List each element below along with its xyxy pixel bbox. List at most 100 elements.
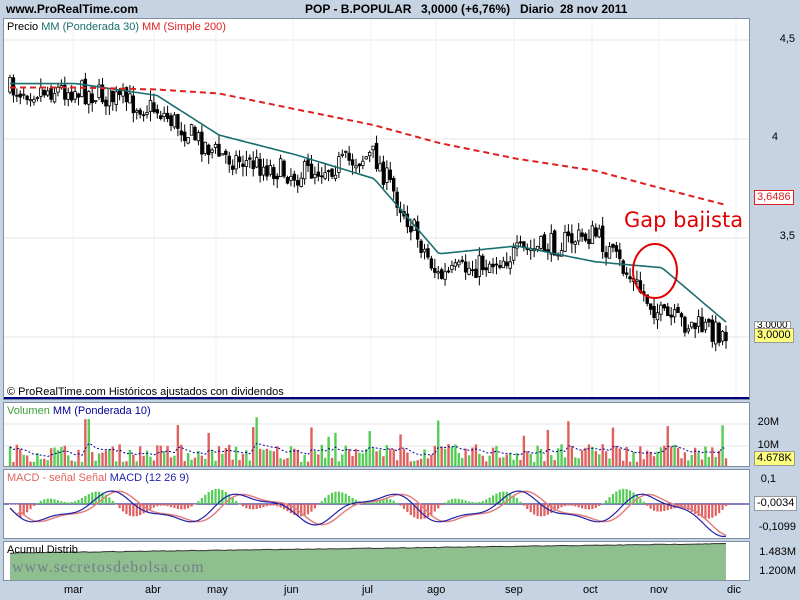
price-candle: [522, 241, 526, 252]
macd-hist-bar: [707, 504, 710, 519]
macd-hist-bar: [80, 498, 84, 504]
price-candle: [296, 174, 300, 193]
volume-bar: [323, 457, 327, 466]
macd-hist-bar: [279, 504, 282, 508]
price-candle: [254, 149, 259, 169]
macd-hist-bar: [50, 498, 53, 504]
volume-bar: [279, 458, 282, 466]
macd-hist-bar: [235, 500, 238, 504]
macd-hist-bar: [522, 504, 525, 506]
price-candle: [395, 187, 399, 217]
candle-body: [611, 243, 615, 248]
volume-bar: [221, 453, 224, 466]
price-candle: [529, 239, 533, 260]
price-candle: [624, 266, 629, 279]
macd-hist-bar: [91, 492, 94, 504]
candle-body: [169, 115, 173, 127]
candle-body: [573, 241, 577, 245]
volume-bar: [399, 434, 402, 466]
price-candle: [583, 232, 588, 243]
candle-body: [111, 90, 115, 103]
macd-axis-low: -0,1099: [758, 521, 796, 533]
macd-hist-bar: [450, 499, 454, 504]
candle-body: [278, 158, 283, 178]
macd-hist-bar: [474, 502, 478, 504]
volume-bar: [365, 449, 368, 466]
candle-body: [8, 77, 12, 93]
candle-body: [666, 306, 670, 316]
volume-bar: [207, 432, 210, 466]
macd-hist-bar: [152, 504, 155, 508]
volume-bar: [241, 453, 245, 466]
volume-axis-20m: 20M: [757, 416, 779, 428]
volume-bar: [481, 455, 484, 466]
macd-hist-bar: [293, 504, 296, 516]
legend-senal: Señal: [78, 472, 107, 484]
candle-body: [576, 229, 581, 242]
price-candle: [258, 152, 262, 183]
macd-hist-bar: [187, 504, 190, 509]
macd-hist-bar: [591, 504, 594, 510]
volume-bar: [67, 455, 70, 466]
volume-bar: [176, 425, 180, 466]
volume-bar: [368, 431, 371, 466]
macd-hist-bar: [478, 502, 481, 504]
candle-body: [350, 159, 355, 166]
candle-body: [518, 241, 523, 244]
candle-body: [275, 175, 279, 180]
candle-body: [241, 163, 245, 167]
price-candle: [487, 261, 492, 273]
candle-body: [450, 264, 454, 270]
macd-hist-bar: [214, 488, 217, 504]
macd-hist-bar: [190, 504, 193, 507]
price-candle: [87, 90, 91, 114]
price-candle: [446, 266, 451, 274]
price-candle: [443, 263, 447, 286]
price-candle: [272, 164, 276, 186]
price-panel[interactable]: Precio MM (Ponderada 30) MM (Simple 200)…: [3, 18, 750, 400]
volume-bar: [680, 458, 683, 466]
macd-hist-bar: [587, 504, 591, 510]
volume-bar: [707, 457, 711, 466]
candle-body: [374, 142, 379, 169]
macd-hist-bar: [180, 504, 183, 510]
volume-bar: [632, 451, 635, 466]
macd-axis-01: 0,1: [760, 473, 776, 485]
candle-body: [69, 91, 74, 101]
macd-hist-bar: [396, 502, 399, 504]
price-candle: [453, 258, 458, 271]
macd-hist-bar: [714, 504, 717, 516]
month-dic: dic: [727, 584, 742, 596]
price-candle: [621, 259, 625, 277]
volume-bar: [646, 450, 649, 466]
price-footer: © ProRealTime.com Históricos ajustados c…: [7, 386, 284, 398]
price-candle: [107, 88, 112, 116]
site-name[interactable]: www.ProRealTime.com: [6, 2, 139, 16]
acum-panel[interactable]: Acumul Distrib www.secretosdebolsa.com: [3, 541, 750, 581]
candle-body: [87, 91, 91, 105]
volume-bar: [49, 448, 53, 466]
macd-hist-bar: [656, 504, 659, 512]
volume-bar: [39, 459, 43, 466]
volume-bar: [313, 450, 317, 466]
macd-hist-bar: [577, 504, 580, 508]
volume-bar: [601, 444, 604, 466]
candle-body: [347, 152, 351, 161]
macd-hist-bar: [118, 504, 121, 509]
price-candle: [717, 321, 721, 347]
volume-bar: [584, 447, 587, 466]
macd-panel[interactable]: MACD - señal Señal MACD (12 26 9): [3, 469, 750, 539]
candle-body: [683, 316, 687, 333]
macd-hist-bar: [313, 504, 316, 509]
legend-volumen: Volumen: [7, 405, 50, 417]
volume-bar: [519, 460, 522, 466]
price-candle: [306, 153, 310, 172]
price-candle: [159, 110, 163, 121]
macd-hist-bar: [402, 504, 406, 509]
volume-bar: [433, 445, 437, 466]
macd-hist-bar: [622, 488, 625, 504]
volume-bar: [361, 453, 365, 466]
volume-bar: [371, 448, 375, 466]
macd-hist-bar: [604, 500, 608, 504]
volume-panel[interactable]: Volumen MM (Ponderada 10): [3, 402, 750, 467]
